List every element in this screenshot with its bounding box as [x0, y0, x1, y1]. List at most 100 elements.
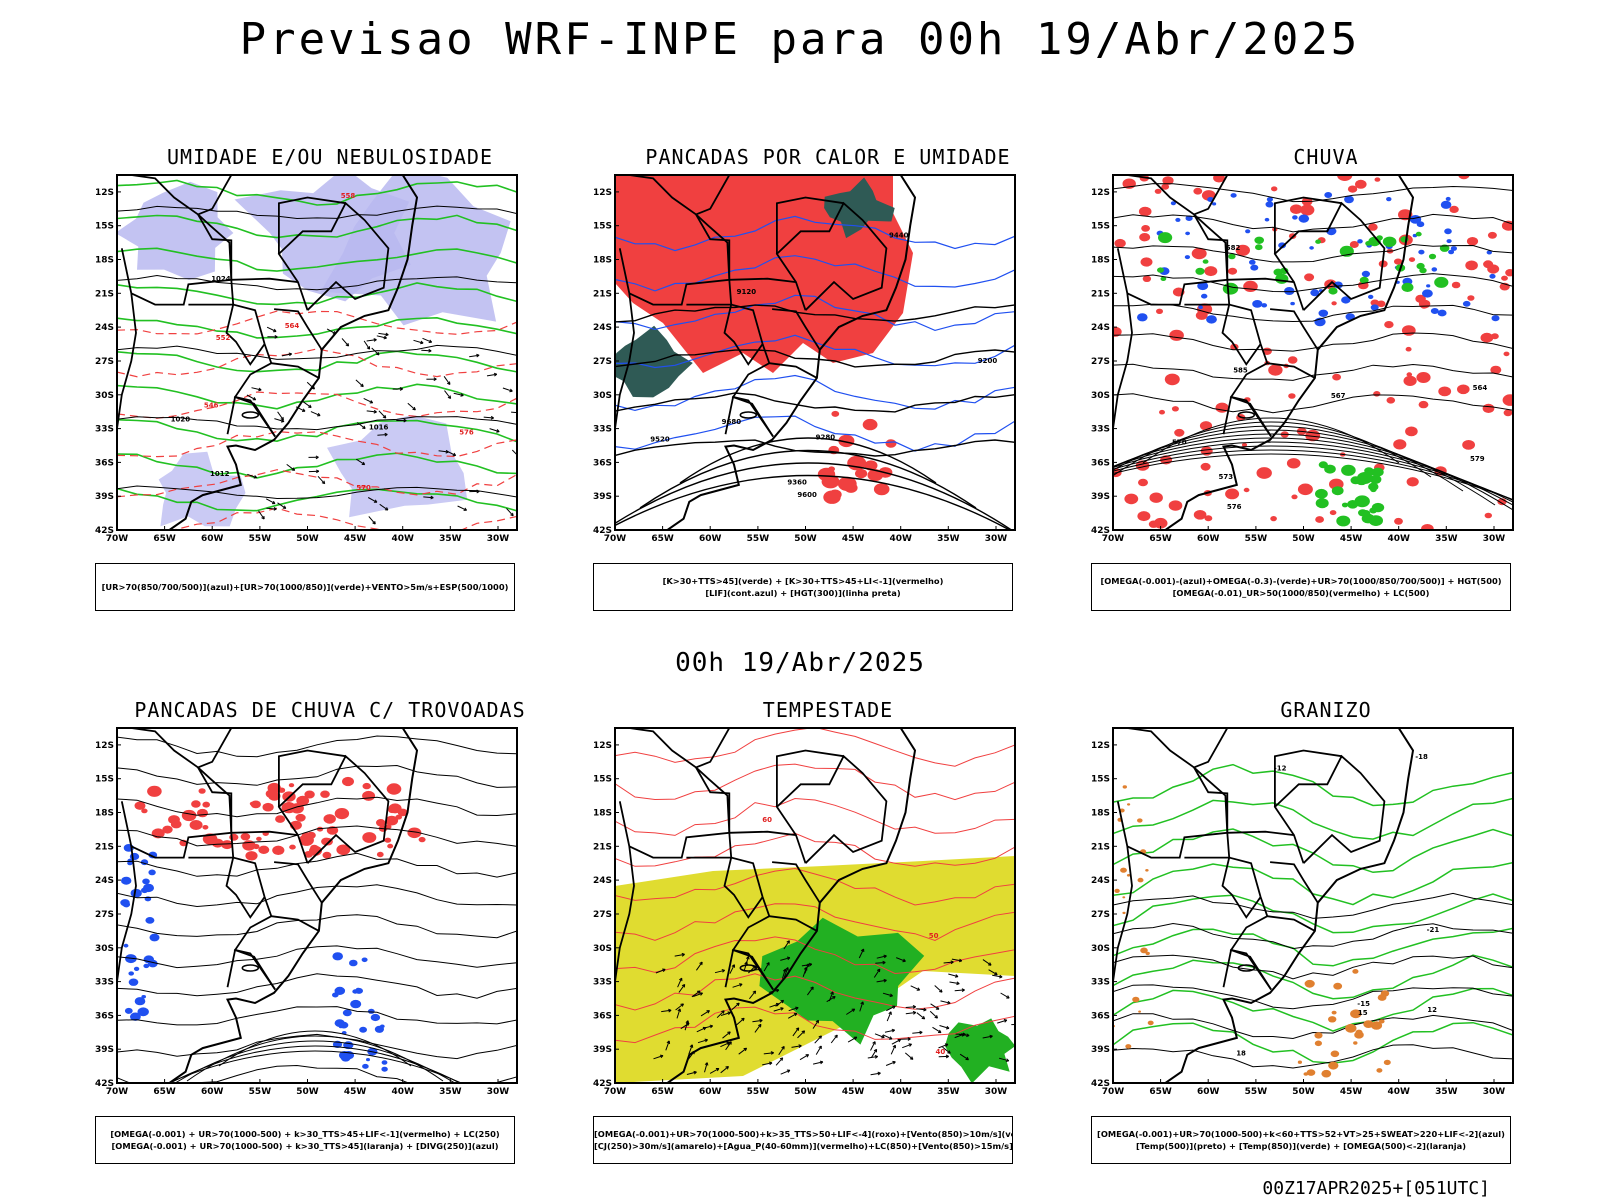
storm-speck: [202, 825, 209, 830]
rain-speck-green: [1228, 253, 1236, 260]
wind-vector: [882, 1034, 893, 1040]
country-border: [271, 362, 320, 379]
lon-label: 65W: [153, 534, 176, 544]
wind-vector: [982, 959, 992, 966]
storm-speck: [362, 790, 376, 801]
humidity-area: [117, 181, 234, 280]
divergence-speck: [123, 943, 129, 948]
wind-vector: [832, 996, 836, 1000]
lat-label: 42S: [593, 526, 612, 536]
wind-vector: [860, 948, 865, 953]
rain-speck-blue: [1437, 309, 1447, 317]
map-layer: [615, 175, 1015, 530]
divergence-speck: [366, 1058, 370, 1062]
humidity-contour: [117, 179, 517, 206]
wind-vector: [1005, 1058, 1010, 1062]
pressure-contour: [117, 416, 517, 431]
rain-speck-blue: [1444, 228, 1452, 235]
height-contour: [615, 474, 1011, 530]
rain-speck-blue: [1292, 215, 1298, 220]
main-title: Previsao WRF-INPE para 00h 19/Abr/2025: [239, 14, 1361, 65]
rain-speck-blue: [1357, 239, 1363, 244]
storm-speck: [250, 800, 261, 809]
country-border: [1184, 303, 1262, 366]
lon-label: 30W: [487, 534, 510, 544]
contour-label: 570: [1172, 438, 1187, 446]
rain-speck: [1137, 511, 1151, 522]
wind-arrow: [469, 354, 480, 358]
omega-speck: [1127, 803, 1131, 806]
wind-vector: [799, 1054, 809, 1061]
lat-label: 33S: [593, 425, 612, 435]
lat-label: 12S: [1091, 188, 1110, 198]
rain-speck: [1405, 346, 1412, 352]
wind-vector: [954, 1033, 965, 1039]
lat-label: 24S: [1091, 876, 1110, 886]
wind-arrow: [453, 392, 464, 396]
country-border: [1113, 801, 1133, 998]
wind-vector: [748, 965, 756, 974]
wind-vector: [696, 1027, 707, 1033]
contour-label: 564: [1473, 384, 1488, 392]
contour-label: 60: [762, 816, 772, 824]
lat-label: 18S: [1091, 809, 1110, 819]
rain-speck-blue: [1265, 201, 1274, 208]
storm-speck: [322, 851, 332, 859]
wind-vector: [908, 1043, 912, 1047]
humidity-contour: [117, 350, 517, 373]
temp500-contour: [1113, 892, 1513, 919]
lon-label: 35W: [439, 534, 462, 544]
height-contour: [1113, 445, 1513, 502]
lat-label: 36S: [1091, 1011, 1110, 1021]
rain-speck-blue: [1175, 217, 1181, 222]
country-border: [776, 196, 844, 254]
wind-vector: [709, 1068, 720, 1074]
wind-vector: [788, 1007, 799, 1012]
wind-vector: [939, 989, 943, 993]
wind-arrow: [372, 520, 376, 525]
wind-vector: [966, 1033, 970, 1038]
wind-arrow: [356, 422, 366, 429]
lon-label: 40W: [1387, 1087, 1410, 1097]
temp500-contour: [1113, 954, 1513, 980]
country-border: [1126, 728, 1229, 859]
rain-speck: [1270, 516, 1277, 522]
rain-speck-blue: [1252, 300, 1263, 308]
panel-pancadas-trovoadas: PANCADAS DE CHUVA C/ TROVOADAS 12S 15S 18S…: [75, 698, 555, 1168]
rain-speck: [1502, 394, 1513, 406]
country-border: [628, 728, 731, 859]
wind-arrow: [360, 383, 364, 388]
legend-box: [OMEGA(-0.001)-(azul)+OMEGA(-0.3)-(verde…: [1091, 563, 1511, 611]
wind-vector: [725, 1066, 729, 1070]
wind-vector: [943, 961, 954, 964]
omega-speck: [1314, 1032, 1323, 1039]
wind-vector: [696, 990, 701, 994]
wind-vector: [786, 1069, 791, 1073]
lon-label: 30W: [1483, 1087, 1506, 1097]
height-contour: [1113, 273, 1513, 293]
contour-label: 9280: [816, 433, 836, 441]
rain-speck-blue: [1446, 239, 1452, 244]
divergence-speck: [130, 888, 142, 898]
streamline: [117, 764, 517, 788]
wind-vector: [810, 986, 814, 990]
height-contour: [615, 349, 1015, 368]
rain-speck: [1415, 294, 1426, 303]
map-frame: [1112, 727, 1514, 1084]
lat-label: 30S: [95, 391, 114, 401]
rain-speck-green: [1369, 474, 1382, 484]
rain-speck: [1438, 386, 1452, 397]
rain-speck-blue: [1245, 229, 1251, 234]
humidity-contour: [117, 383, 517, 410]
rain-speck: [1268, 364, 1283, 376]
humidity-area: [158, 451, 246, 527]
rain-speck: [1142, 275, 1152, 282]
rain-speck: [1200, 462, 1211, 471]
omega-speck: [1321, 1069, 1332, 1078]
contour-label: -12: [1274, 764, 1287, 772]
wind-arrow: [384, 432, 388, 437]
wind-vector: [814, 1035, 822, 1044]
temp500-contour: [1113, 922, 1513, 950]
wind-vector: [812, 1020, 819, 1029]
